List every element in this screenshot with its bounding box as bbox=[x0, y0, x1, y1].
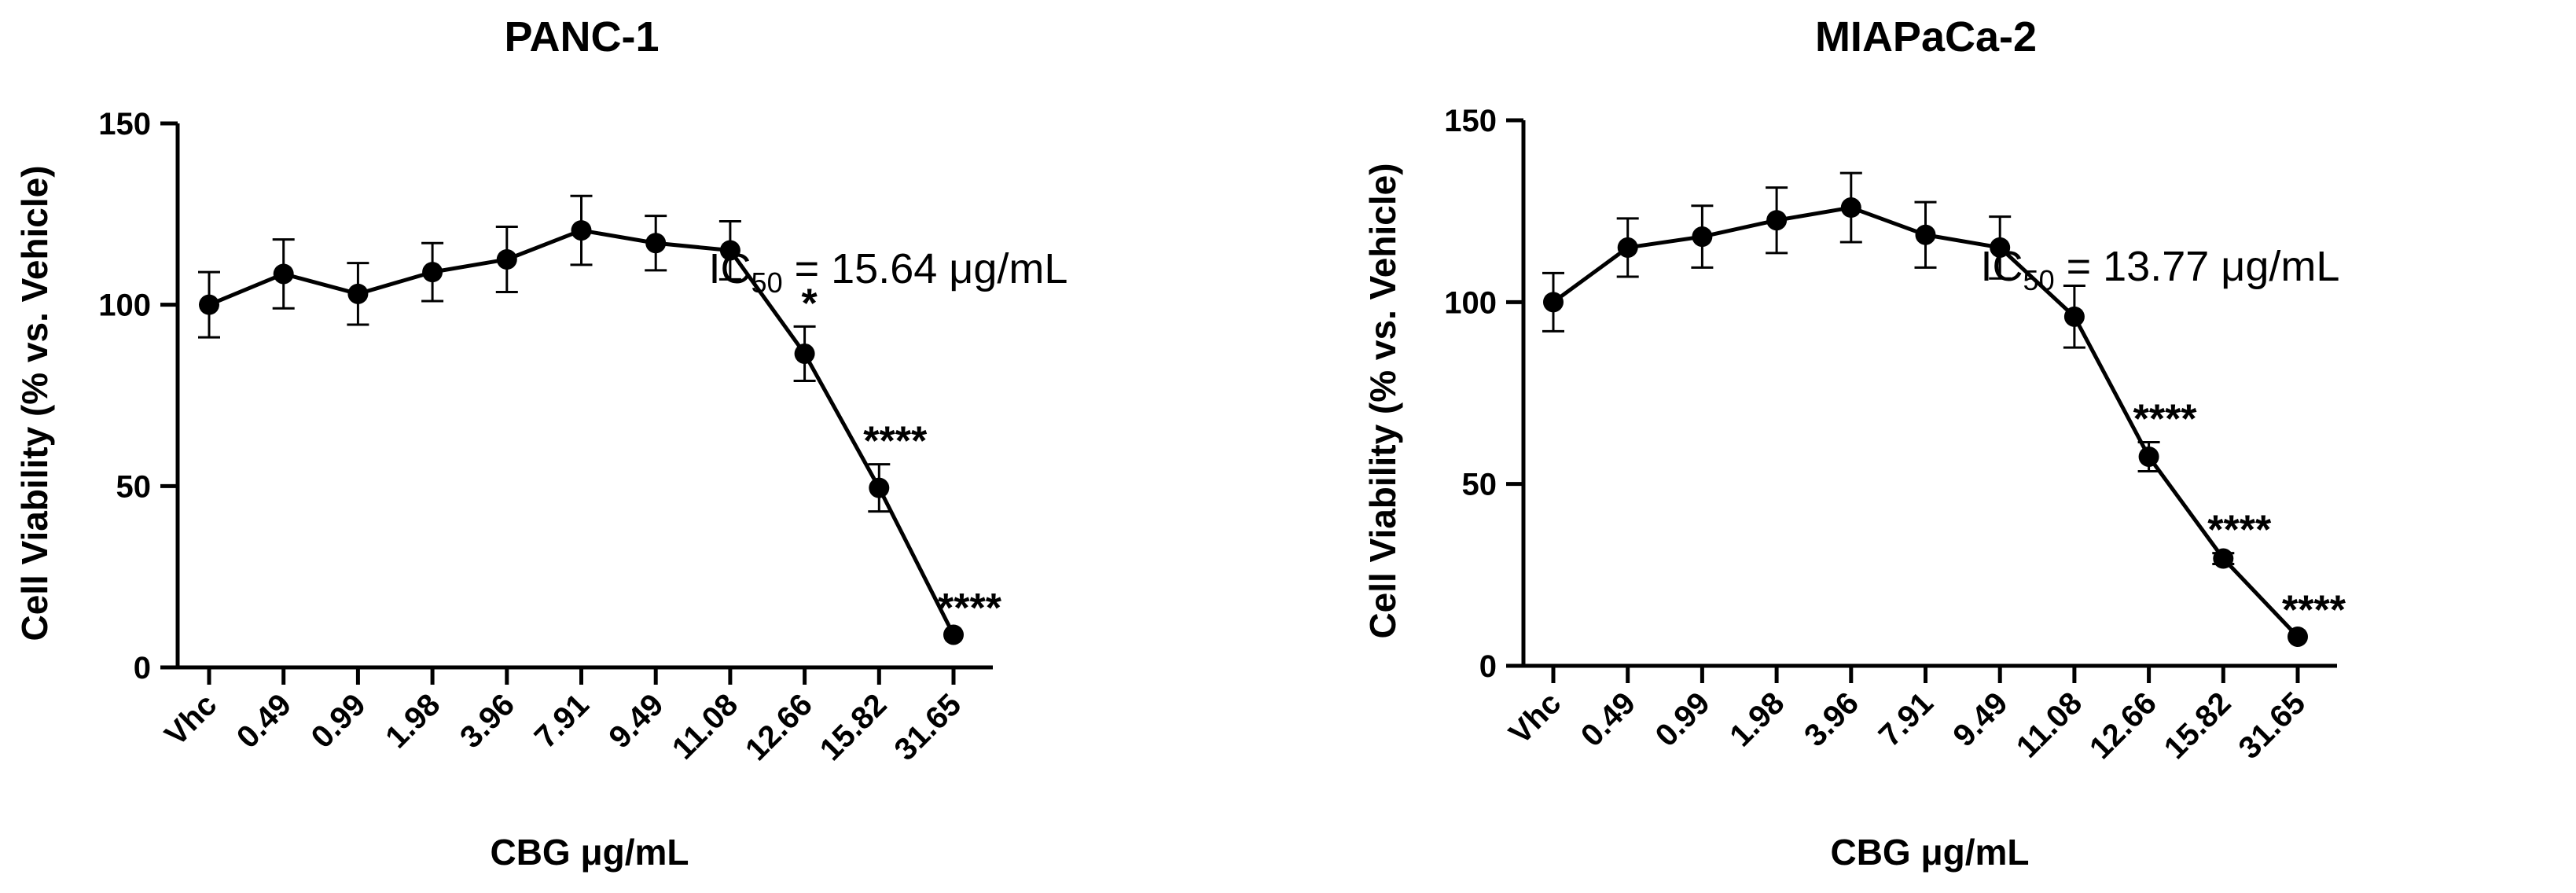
data-point bbox=[347, 283, 369, 304]
x-tick-label: 11.08 bbox=[666, 687, 744, 766]
x-tick-label: 7.91 bbox=[528, 687, 596, 755]
chart-2: MIAPaCa-2 0 50 100 150 Vhc 0.49 0.99 1.98 3.96 7.9… bbox=[1362, 13, 2346, 873]
data-point bbox=[943, 624, 964, 645]
x-tick-label: 12.66 bbox=[739, 687, 819, 767]
y-tick-label: 50 bbox=[1462, 468, 1497, 502]
data-point bbox=[1990, 237, 2011, 258]
significance-label: **** bbox=[2282, 587, 2346, 633]
significance-label: **** bbox=[938, 586, 1002, 631]
x-tick-label: 15.82 bbox=[814, 687, 894, 767]
data-point bbox=[1915, 224, 1936, 245]
x-tick-label: 12.66 bbox=[2083, 685, 2163, 766]
data-point bbox=[869, 477, 890, 498]
data-point bbox=[645, 233, 667, 254]
y-tick-label: 150 bbox=[98, 107, 151, 141]
x-tick-label: 3.96 bbox=[454, 687, 521, 755]
ic50-value: = 15.64 μg/mL bbox=[783, 245, 1068, 292]
data-point bbox=[2063, 306, 2085, 327]
ic50-prefix: IC bbox=[709, 245, 751, 292]
y-tick-label: 0 bbox=[134, 651, 151, 685]
ic50-label: IC50 = 15.64 μg/mL bbox=[709, 245, 1068, 299]
data-point bbox=[1543, 292, 1564, 313]
x-tick-label: 1.98 bbox=[1723, 685, 1791, 753]
significance-label: **** bbox=[2207, 508, 2272, 553]
y-axis-label: Cell Viability (% vs. Vehicle) bbox=[1362, 163, 1403, 638]
x-tick-label: 3.96 bbox=[1798, 685, 1865, 753]
chart-1: PANC-1 0 50 100 150 Vhc 0.49 0.99 1.98 3.96 7.91 9.… bbox=[14, 13, 1068, 873]
data-point bbox=[794, 343, 815, 364]
ic50-subscript: 50 bbox=[2023, 264, 2055, 296]
data-point bbox=[1692, 226, 1713, 248]
chart-title: PANC-1 bbox=[504, 13, 659, 61]
data-point bbox=[1840, 197, 1861, 219]
y-tick-label: 0 bbox=[1479, 649, 1497, 684]
x-tick-label: 31.65 bbox=[887, 687, 968, 767]
data-point bbox=[1766, 210, 1788, 231]
x-tick-label: 7.91 bbox=[1872, 685, 1940, 753]
data-point bbox=[422, 262, 443, 283]
x-tick-label: 11.08 bbox=[2010, 685, 2089, 764]
data-point bbox=[2138, 446, 2159, 467]
x-tick-label: Vhc bbox=[158, 687, 223, 752]
significance-label: **** bbox=[2133, 396, 2198, 442]
data-point bbox=[496, 249, 517, 270]
x-tick-label: 0.99 bbox=[1649, 685, 1717, 753]
data-point bbox=[2213, 548, 2234, 569]
y-tick-label: 150 bbox=[1444, 104, 1497, 138]
x-tick-label: Vhc bbox=[1502, 685, 1567, 751]
data-point bbox=[2288, 626, 2308, 647]
ic50-value: = 13.77 μg/mL bbox=[2055, 243, 2340, 290]
x-tick-label: 0.99 bbox=[305, 687, 373, 755]
x-tick-label: 15.82 bbox=[2158, 685, 2238, 766]
significance-label: * bbox=[801, 281, 818, 326]
data-point bbox=[273, 263, 294, 285]
significance-label: **** bbox=[863, 419, 928, 465]
data-point bbox=[571, 220, 592, 241]
x-tick-label: 1.98 bbox=[379, 687, 446, 755]
x-tick-label: 31.65 bbox=[2232, 685, 2312, 766]
x-tick-label: 9.49 bbox=[1946, 685, 2014, 753]
x-tick-label: 9.49 bbox=[602, 687, 670, 755]
x-tick-label: 0.49 bbox=[1575, 685, 1642, 753]
x-tick-label: 0.49 bbox=[230, 687, 298, 755]
y-tick-label: 100 bbox=[98, 288, 151, 323]
ic50-label: IC50 = 13.77 μg/mL bbox=[1981, 243, 2340, 296]
ic50-subscript: 50 bbox=[751, 266, 783, 299]
y-tick-label: 100 bbox=[1444, 285, 1497, 320]
x-axis-label: CBG μg/mL bbox=[490, 832, 689, 873]
y-tick-label: 50 bbox=[116, 469, 152, 504]
y-axis-label: Cell Viability (% vs. Vehicle) bbox=[14, 165, 55, 641]
chart-title: MIAPaCa-2 bbox=[1815, 13, 2037, 61]
ic50-prefix: IC bbox=[1981, 243, 2023, 290]
x-axis-label: CBG μg/mL bbox=[1830, 832, 2029, 873]
data-point bbox=[1617, 237, 1638, 258]
data-point bbox=[199, 294, 219, 315]
data-point bbox=[719, 240, 740, 261]
